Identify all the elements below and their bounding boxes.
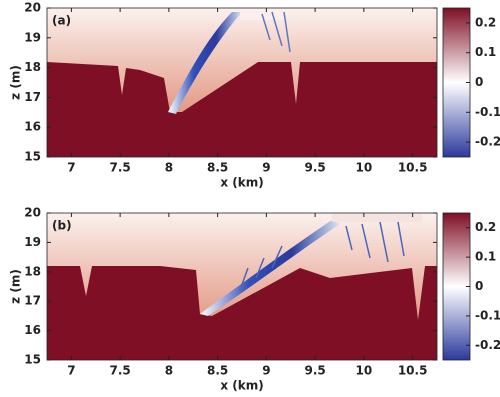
colorbar-tick-label: -0.2 bbox=[475, 135, 500, 149]
x-tick-label: 10.5 bbox=[398, 364, 428, 378]
colorbar-tick-label: 0.2 bbox=[475, 220, 496, 234]
x-tick-label: 10.5 bbox=[398, 161, 428, 175]
x-tick-label: 7.5 bbox=[109, 161, 130, 175]
panel-label: (a) bbox=[52, 14, 71, 28]
axes-frame bbox=[46, 7, 438, 158]
x-tick-label: 8 bbox=[165, 364, 173, 378]
x-tick-label: 10 bbox=[356, 161, 373, 175]
y-tick-label: 17 bbox=[24, 294, 41, 308]
x-tick-label: 9 bbox=[262, 364, 270, 378]
y-tick-label: 16 bbox=[24, 323, 41, 337]
x-tick-label: 9.5 bbox=[304, 364, 325, 378]
colorbar bbox=[442, 212, 471, 361]
x-tick-label: 8 bbox=[165, 161, 173, 175]
x-tick-label: 9.5 bbox=[304, 161, 325, 175]
x-tick-label: 10 bbox=[356, 364, 373, 378]
colorbar-tick-label: 0.2 bbox=[475, 15, 496, 29]
colorbar bbox=[442, 7, 471, 158]
y-tick-label: 20 bbox=[24, 1, 41, 15]
colorbar-tick-label: 0 bbox=[475, 75, 483, 89]
colorbar-tick-label: 0 bbox=[475, 279, 483, 293]
y-tick-label: 20 bbox=[24, 206, 41, 220]
axes-frame bbox=[46, 212, 438, 361]
x-axis-label: x (km) bbox=[220, 176, 263, 190]
y-tick-label: 18 bbox=[24, 60, 41, 74]
x-tick-label: 7.5 bbox=[109, 364, 130, 378]
y-tick-label: 16 bbox=[24, 120, 41, 134]
colorbar-tick-label: 0.1 bbox=[475, 250, 496, 264]
x-tick-label: 7 bbox=[67, 364, 75, 378]
x-axis-label: x (km) bbox=[220, 379, 263, 393]
x-tick-label: 8.5 bbox=[207, 161, 228, 175]
x-tick-label: 9 bbox=[262, 161, 270, 175]
y-axis-label: z (m) bbox=[9, 269, 23, 304]
y-axis-label: z (m) bbox=[9, 65, 23, 100]
y-tick-label: 19 bbox=[24, 30, 41, 44]
y-tick-label: 19 bbox=[24, 235, 41, 249]
field-b bbox=[47, 213, 437, 360]
y-tick-label: 15 bbox=[24, 150, 41, 164]
colorbar-tick-label: -0.2 bbox=[475, 338, 500, 352]
colorbar-tick-label: -0.1 bbox=[475, 105, 500, 119]
x-tick-label: 7 bbox=[67, 161, 75, 175]
panel-label: (b) bbox=[52, 219, 72, 233]
x-tick-label: 8.5 bbox=[207, 364, 228, 378]
colorbar-tick-label: 0.1 bbox=[475, 45, 496, 59]
field-a bbox=[47, 8, 437, 157]
colorbar-tick-label: -0.1 bbox=[475, 308, 500, 322]
y-tick-label: 18 bbox=[24, 264, 41, 278]
y-tick-label: 17 bbox=[24, 90, 41, 104]
y-tick-label: 15 bbox=[24, 353, 41, 367]
